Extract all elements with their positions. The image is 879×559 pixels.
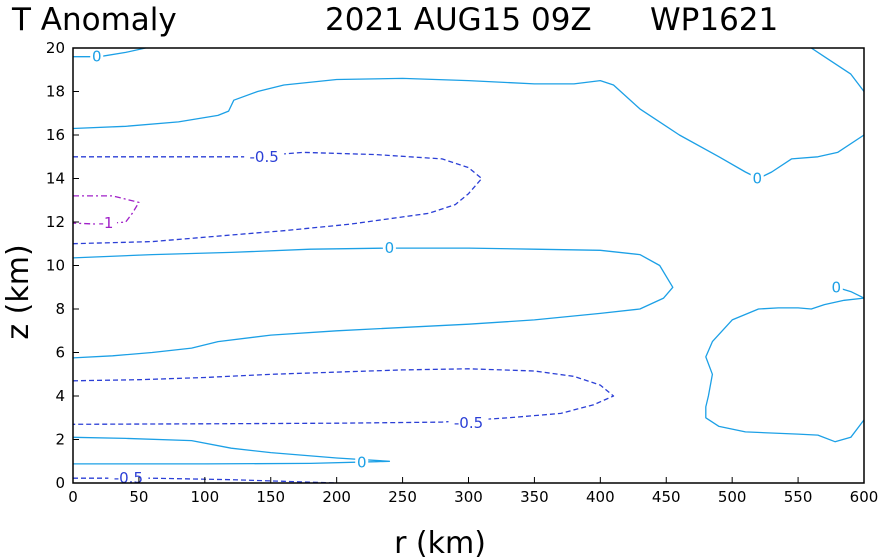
- contour-line: [810, 47, 865, 92]
- y-tick-label: 20: [46, 39, 65, 57]
- x-tick-label: 600: [850, 488, 879, 506]
- x-tick-label: 550: [784, 488, 813, 506]
- y-tick-label: 0: [55, 474, 65, 492]
- y-tick-label: 10: [46, 257, 65, 275]
- contour-label-background: [355, 453, 369, 472]
- x-tick-label: 450: [652, 488, 681, 506]
- contour-line: [73, 47, 146, 58]
- contour-label-background: [750, 169, 764, 188]
- contour-label: 0: [385, 239, 395, 257]
- chart-title-left: T Anomaly: [11, 2, 177, 38]
- y-tick-label: 2: [55, 431, 65, 449]
- y-tick-label: 6: [55, 344, 65, 362]
- contour-line: [72, 436, 391, 465]
- x-tick-label: 350: [520, 488, 549, 506]
- x-tick-label: 0: [68, 488, 78, 506]
- x-tick-label: 500: [718, 488, 747, 506]
- y-tick-label: 16: [46, 126, 65, 144]
- contour-line: [705, 297, 865, 443]
- y-tick-label: 8: [55, 300, 65, 318]
- chart-title-center: 2021 AUG15 09Z: [325, 2, 592, 38]
- contour-label: -0.5: [454, 414, 483, 432]
- contour-label: -0.5: [250, 148, 279, 166]
- x-tick-label: 50: [129, 488, 148, 506]
- contour-label-background: [448, 414, 489, 433]
- x-tick-label: 250: [388, 488, 417, 506]
- x-axis-label: r (km): [394, 526, 486, 559]
- x-tick-label: 100: [191, 488, 220, 506]
- contour-label-background: [829, 278, 843, 297]
- contour-label: -1: [98, 214, 113, 232]
- contour-label: 0: [752, 170, 762, 188]
- contour-line: [72, 368, 615, 425]
- contour-line: [72, 247, 674, 359]
- x-tick-label: 200: [322, 488, 351, 506]
- x-tick-label: 150: [256, 488, 285, 506]
- contour-line: [72, 77, 865, 180]
- contour-label: 0: [832, 278, 842, 296]
- contour-label: 0: [92, 48, 102, 66]
- y-tick-label: 18: [46, 83, 65, 101]
- contour-label-background: [244, 147, 285, 166]
- y-tick-label: 14: [46, 170, 65, 188]
- y-tick-label: 12: [46, 213, 65, 231]
- chart-title-right: WP1621: [650, 2, 778, 38]
- y-axis-label: z (km): [1, 244, 36, 339]
- contour-label-background: [94, 214, 117, 233]
- x-tick-label: 300: [454, 488, 483, 506]
- contour-label: 0: [357, 453, 367, 471]
- contour-label-background: [90, 47, 104, 66]
- x-tick-label: 400: [586, 488, 615, 506]
- contour-line: [72, 151, 483, 245]
- contour-label-background: [382, 239, 396, 258]
- y-tick-label: 4: [55, 387, 65, 405]
